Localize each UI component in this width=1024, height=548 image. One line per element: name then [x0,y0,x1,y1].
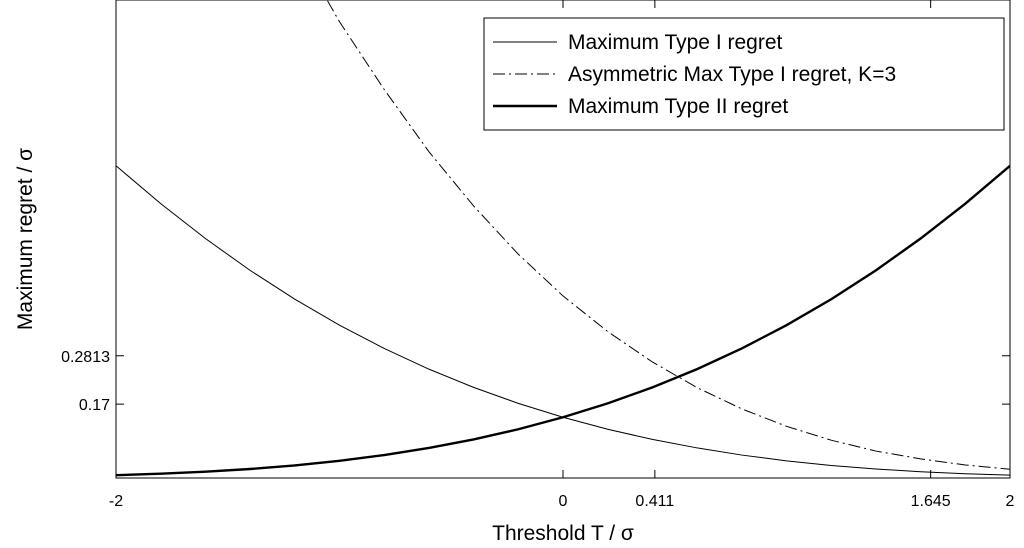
x-tick-label: 2 [1006,493,1015,510]
x-tick-label: 0 [559,493,568,510]
y-tick-label: 0.17 [79,397,110,414]
series-maximum-type-i-regret-line [116,165,1010,476]
y-axis-title: Maximum regret / σ [14,148,37,330]
tick-marks: -2 0 0.411 1.645 2 0.2813 0.17 [61,0,1015,510]
legend: Maximum Type I regret Asymmetric Max Type… [483,17,1005,131]
series-maximum-type-ii-regret-line [116,164,1010,477]
series-lines [116,0,1010,477]
legend-box [483,17,1005,131]
x-tick-label: -2 [109,493,123,510]
legend-items: Maximum Type I regret Asymmetric Max Type… [493,31,896,118]
legend-label: Maximum Type II regret [568,95,788,118]
legend-label: Asymmetric Max Type I regret, K=3 [568,63,896,86]
x-tick-label: 1.645 [911,493,951,510]
x-tick-label: 0.411 [635,493,674,510]
y-tick-label: 0.2813 [61,349,110,366]
series-asymmetric-max-type-i-regret-k-3-line [326,0,1010,470]
legend-label: Maximum Type I regret [568,31,783,54]
x-axis-title: Threshold T / σ [492,522,634,545]
